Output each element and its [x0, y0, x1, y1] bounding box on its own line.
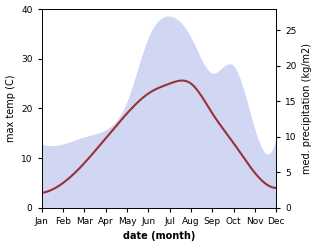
X-axis label: date (month): date (month) [123, 231, 195, 242]
Y-axis label: med. precipitation (kg/m2): med. precipitation (kg/m2) [302, 43, 313, 174]
Y-axis label: max temp (C): max temp (C) [5, 75, 16, 142]
